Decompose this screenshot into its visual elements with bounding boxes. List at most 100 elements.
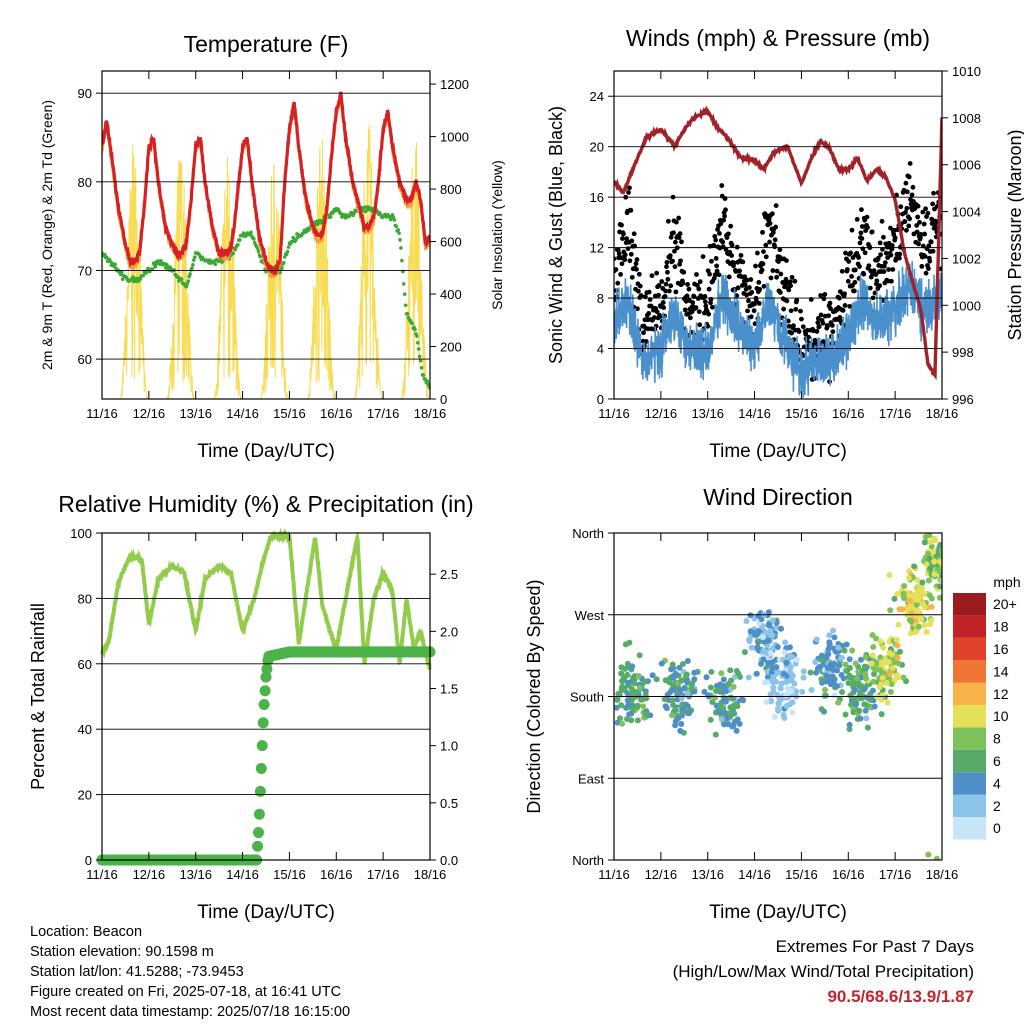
- direction-point: [863, 664, 870, 671]
- dewpoint-point: [249, 230, 253, 235]
- dewpoint-point: [186, 279, 191, 283]
- gust-point: [840, 307, 846, 313]
- direction-point: [633, 689, 640, 696]
- y-tick-label: 8: [597, 291, 604, 306]
- direction-point: [618, 686, 625, 693]
- x-tick-label: 18/16: [926, 867, 959, 882]
- direction-point: [624, 679, 631, 686]
- gust-point: [903, 180, 909, 186]
- x-tick-label: 11/16: [598, 867, 630, 882]
- direction-point: [733, 727, 740, 734]
- direction-point: [786, 701, 793, 708]
- y2-tick-label: 996: [952, 392, 974, 407]
- dewpoint-point: [165, 264, 170, 269]
- y2-tick-label: 0.0: [440, 853, 458, 868]
- gust-point: [665, 218, 671, 224]
- direction-point: [773, 624, 780, 631]
- gust-point: [772, 244, 778, 250]
- direction-point: [944, 556, 950, 562]
- gust-point: [697, 279, 703, 285]
- direction-point: [833, 683, 840, 690]
- colorbar-label: 8: [993, 731, 1001, 747]
- gust-point: [686, 286, 692, 292]
- gust-point: [892, 235, 898, 241]
- gust-point: [673, 289, 679, 295]
- direction-point: [730, 703, 737, 710]
- gust-point: [663, 281, 669, 287]
- direction-point: [886, 670, 893, 677]
- gust-point: [626, 190, 631, 195]
- direction-point: [927, 539, 934, 546]
- direction-point: [769, 677, 776, 684]
- gust-point: [700, 254, 706, 259]
- direction-point: [823, 654, 830, 661]
- gust-point: [654, 309, 660, 315]
- y2-tick-label: 200: [440, 340, 462, 355]
- location-text: Location: Beacon: [30, 924, 143, 940]
- direction-point: [931, 558, 938, 565]
- x-tick-label: 18/16: [926, 406, 959, 421]
- direction-point: [915, 623, 922, 630]
- dewpoint-point: [252, 237, 256, 241]
- direction-point: [861, 701, 868, 708]
- direction-point: [900, 590, 907, 597]
- direction-point: [868, 660, 875, 667]
- precip-point: [260, 671, 272, 683]
- direction-point: [878, 681, 885, 688]
- direction-point: [808, 686, 815, 693]
- direction-point: [948, 547, 954, 553]
- x-axis-label: Time (Day/UTC): [709, 902, 847, 923]
- direction-point: [708, 668, 715, 675]
- x-tick-label: 15/16: [785, 867, 818, 882]
- gust-point: [629, 274, 635, 280]
- direction-point: [855, 680, 862, 687]
- direction-point: [840, 675, 847, 682]
- direction-point: [767, 650, 774, 657]
- gust-point: [880, 246, 885, 252]
- panel-2: Winds (mph) & Pressure (mb) Time (Day/UTC…: [546, 25, 1024, 462]
- direction-point: [846, 726, 853, 733]
- gust-point: [923, 270, 929, 276]
- direction-point: [823, 672, 830, 679]
- gust-point: [734, 293, 740, 299]
- gust-point: [888, 278, 894, 284]
- gust-point: [929, 216, 935, 222]
- direction-point: [735, 670, 742, 677]
- gust-point: [906, 174, 912, 180]
- gust-point: [702, 299, 708, 305]
- direction-point: [816, 663, 823, 670]
- gust-point: [881, 234, 886, 240]
- gust-point: [672, 264, 678, 270]
- gust-point: [744, 292, 750, 298]
- direction-point: [912, 606, 919, 613]
- dewpoint-point: [417, 354, 422, 359]
- precip-point: [257, 717, 269, 729]
- gust-point: [914, 229, 920, 235]
- extremes-heading: Extremes For Past 7 Days: [775, 937, 974, 956]
- direction-point: [713, 682, 720, 689]
- dewpoint-point: [113, 262, 117, 267]
- direction-point: [926, 592, 933, 599]
- gust-point: [844, 267, 850, 272]
- y2-tick-label: 1.0: [440, 739, 458, 754]
- dewpoint-point: [403, 303, 408, 308]
- direction-point: [691, 669, 698, 676]
- gust-point: [620, 236, 625, 241]
- direction-point: [614, 696, 621, 703]
- direction-point: [649, 672, 656, 679]
- direction-point: [852, 660, 859, 667]
- gust-point: [682, 307, 688, 313]
- gust-point: [922, 254, 928, 259]
- direction-point: [834, 667, 841, 674]
- direction-point: [934, 552, 941, 559]
- dewpoint-point: [188, 272, 192, 276]
- gust-point: [757, 287, 763, 292]
- direction-point: [786, 644, 793, 651]
- direction-point: [763, 699, 770, 706]
- precip-point: [261, 663, 273, 675]
- gust-point: [671, 230, 676, 236]
- direction-point: [686, 710, 693, 717]
- gust-point: [637, 283, 643, 289]
- direction-point: [879, 692, 886, 699]
- direction-point: [846, 656, 853, 663]
